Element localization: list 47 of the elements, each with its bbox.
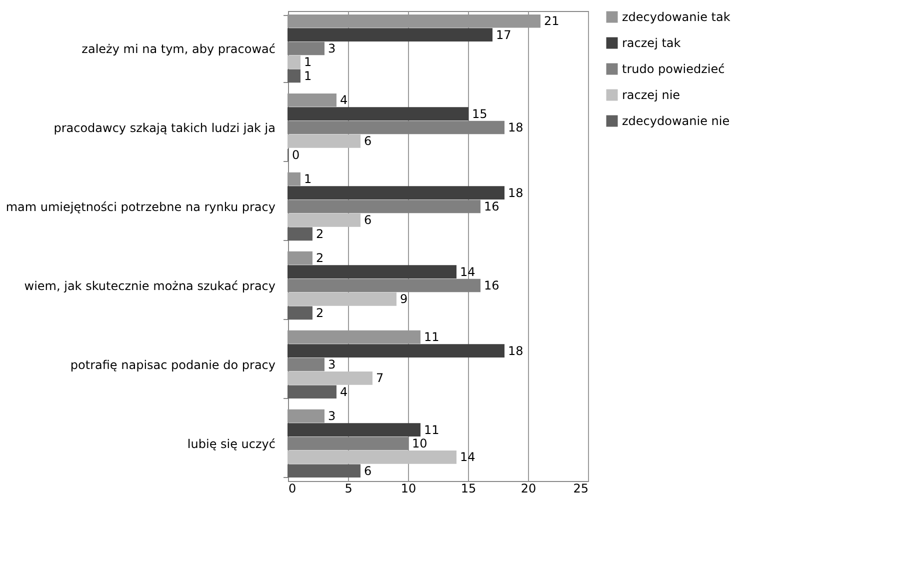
data-label: 11 [424, 422, 440, 437]
data-label: 6 [364, 213, 372, 228]
data-label: 0 [292, 148, 300, 162]
data-label: 18 [508, 186, 524, 200]
data-label: 1 [304, 172, 312, 186]
data-label: 3 [328, 357, 336, 372]
data-label: 18 [508, 344, 524, 358]
data-label: 2 [316, 306, 324, 320]
data-label: 21 [544, 14, 560, 28]
data-label: 17 [496, 28, 512, 42]
data-label: 1 [304, 55, 312, 70]
y-tick-label: wiem, jak skutecznie można szukać pracy [24, 278, 276, 293]
data-label: 7 [376, 371, 384, 386]
data-label: 4 [340, 384, 348, 399]
y-tick-label: zależy mi na tym, aby pracować [82, 42, 276, 56]
data-label: 4 [340, 93, 348, 108]
y-tick-label: lubię się uczyć [187, 436, 276, 451]
data-label: 14 [460, 450, 476, 464]
x-tick-label: 10 [400, 482, 416, 496]
data-label: 3 [328, 409, 336, 424]
data-label: 14 [460, 264, 476, 279]
data-label: 16 [484, 200, 500, 214]
data-label: 18 [508, 120, 524, 135]
y-tick-label: mam umiejętności potrzebne na rynku pracy [6, 200, 276, 214]
legend-label: zdecydowanie tak [622, 10, 730, 24]
data-label: 6 [364, 464, 372, 478]
data-label: 2 [316, 226, 324, 241]
x-tick-label: 5 [344, 482, 352, 496]
data-label: 16 [484, 278, 500, 292]
x-tick-label: 15 [460, 482, 476, 496]
data-label: 3 [328, 42, 336, 56]
y-tick-label: pracodawcy szkają takich ludzi jak ja [54, 121, 276, 136]
x-tick-label: 20 [520, 482, 536, 496]
legend-label: trudo powiedzieć [622, 62, 725, 76]
data-label: 2 [316, 251, 324, 266]
legend-label: raczej nie [622, 88, 680, 102]
data-label: 6 [364, 134, 372, 148]
y-tick-label: potrafię napisac podanie do pracy [70, 358, 276, 372]
x-tick-label: 25 [573, 482, 588, 496]
data-label: 9 [400, 292, 408, 306]
legend-label: zdecydowanie nie [622, 114, 730, 128]
legend-label: raczej tak [622, 36, 681, 50]
data-label: 10 [412, 436, 428, 450]
data-label: 1 [304, 68, 312, 83]
data-label: 15 [472, 106, 488, 121]
data-label: 11 [424, 330, 440, 344]
x-tick-label: 0 [288, 482, 296, 496]
